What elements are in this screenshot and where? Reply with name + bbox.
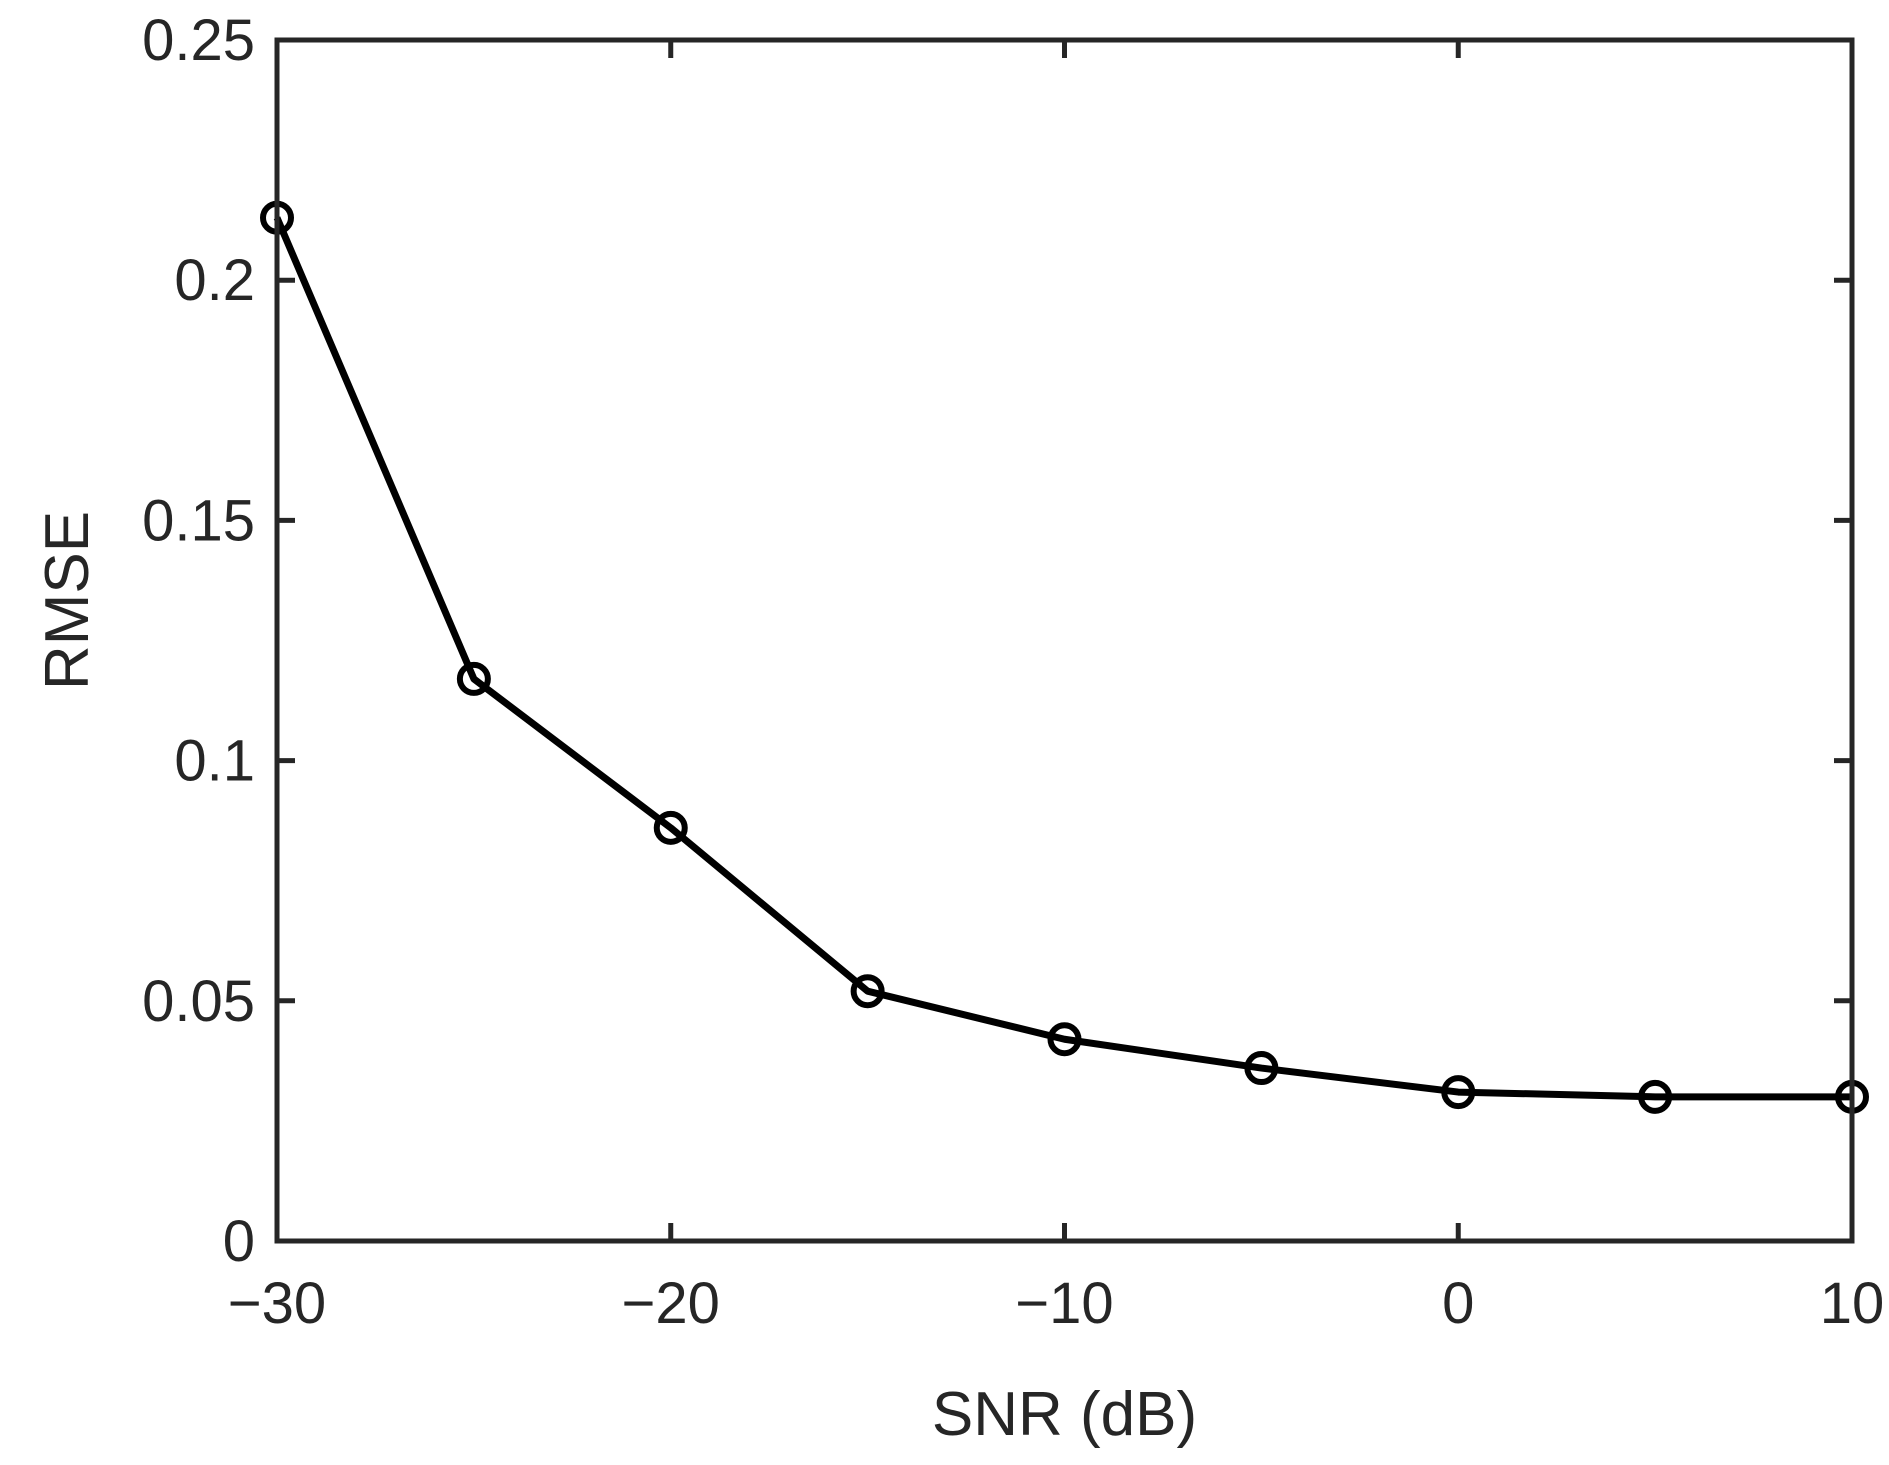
series-line: [273, 216, 1852, 1101]
x-tick-label: 10: [1820, 1271, 1885, 1336]
x-axis-ticks: −30 −20 −10 0 10: [228, 40, 1884, 1336]
data-point-marker: [653, 810, 688, 845]
y-tick-label: 0.15: [142, 488, 255, 553]
y-tick-label: 0.1: [174, 729, 255, 794]
data-point-marker: [1441, 1075, 1476, 1110]
x-tick-label: 0: [1442, 1271, 1474, 1336]
x-axis-label: SNR (dB): [932, 1380, 1197, 1449]
x-tick-label: −30: [228, 1271, 326, 1336]
data-point-marker: [1047, 1022, 1082, 1057]
axes-frame: [274, 37, 1855, 1244]
y-axis-label: RMSE: [33, 511, 102, 690]
data-point-marker: [1638, 1079, 1673, 1114]
data-series: [260, 200, 1869, 1114]
data-point-marker: [1244, 1051, 1279, 1086]
y-tick-label: 0.25: [142, 8, 255, 73]
data-point-marker: [850, 974, 885, 1009]
x-tick-label: −10: [1015, 1271, 1113, 1336]
y-tick-label: 0: [223, 1209, 255, 1274]
y-axis-ticks: 0 0.05 0.1 0.15 0.2 0.25: [142, 8, 1852, 1274]
x-tick-label: −20: [622, 1271, 720, 1336]
data-point-marker: [456, 661, 491, 696]
y-tick-label: 0.2: [174, 248, 255, 313]
y-tick-label: 0.05: [142, 969, 255, 1034]
